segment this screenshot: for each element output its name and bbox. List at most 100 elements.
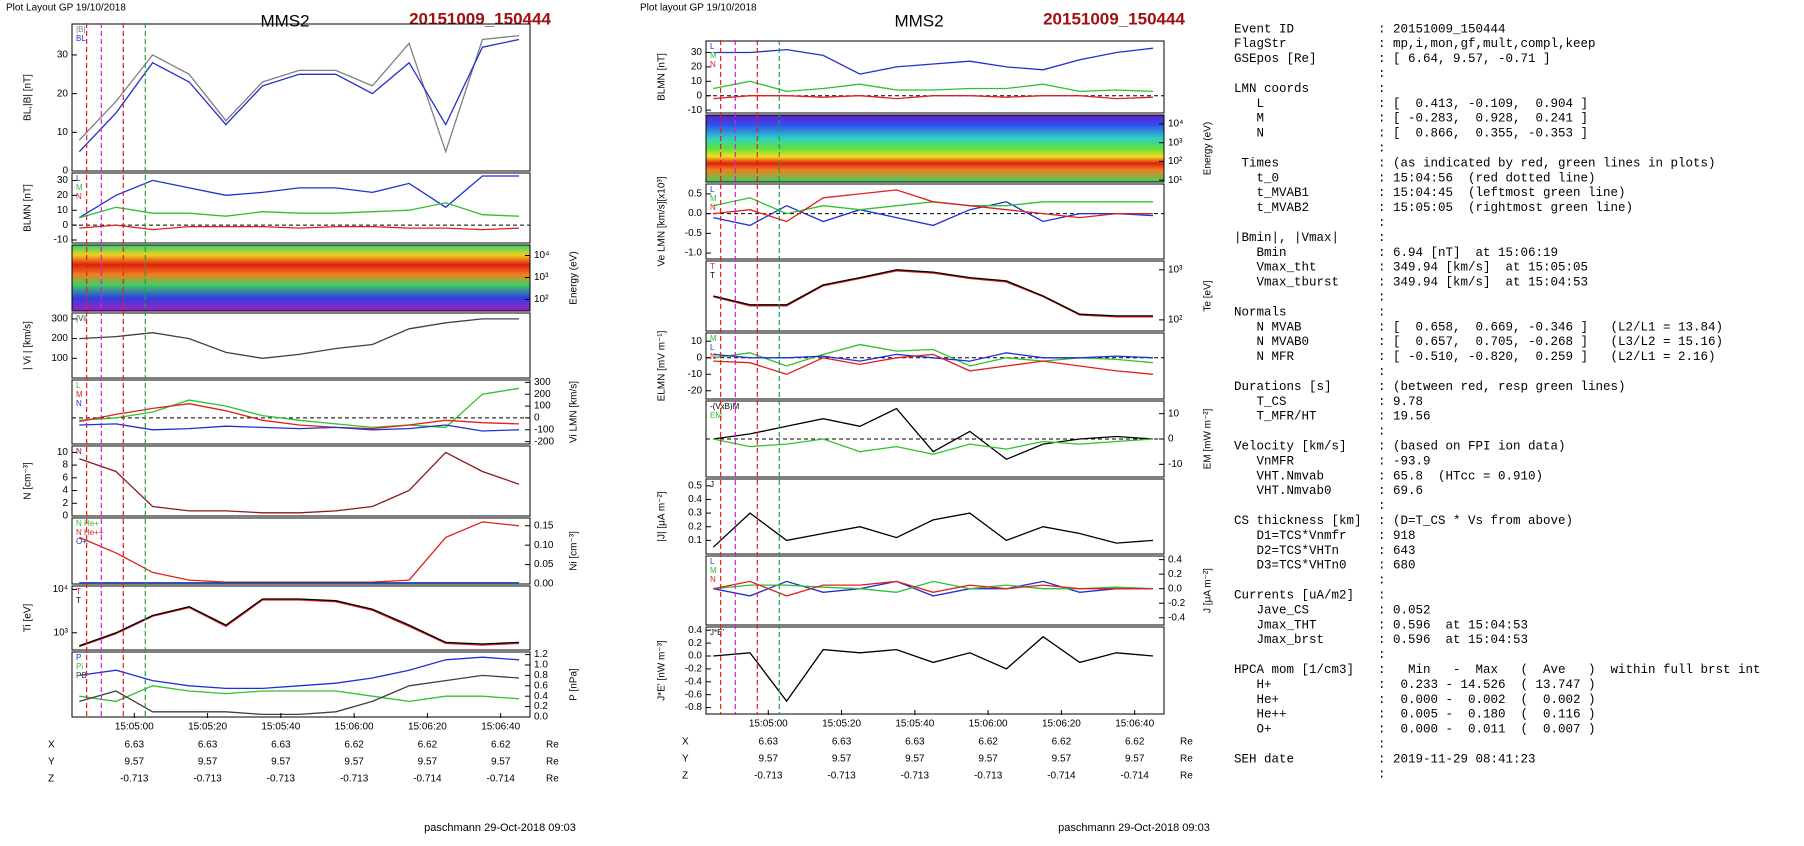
ephem-value: 6.62 [1125, 737, 1145, 748]
panel-frame [705, 260, 1165, 332]
ephem-value: -0.714 [487, 774, 516, 785]
y-tick-label: 10 [1168, 408, 1180, 419]
info-value: : [1378, 82, 1386, 96]
y-tick-label: -0.4 [685, 676, 703, 687]
info-value: : [ 0.413, -0.109, 0.904 ] [1378, 97, 1588, 111]
series-line [713, 580, 1153, 597]
spectrogram [706, 115, 1164, 182]
series-line [713, 189, 1153, 223]
y-tick-label: 0.8 [534, 670, 548, 681]
ephem-label: Z [682, 771, 688, 782]
legend-entry: N [76, 192, 82, 201]
ephem-value: -0.713 [120, 774, 149, 785]
ephem-unit: Re [1180, 771, 1193, 782]
legend-entry: T [76, 596, 81, 605]
legend-entry: L [710, 343, 715, 352]
panel-frame [71, 651, 531, 718]
info-key: O+ [1234, 723, 1272, 737]
info-key: D3=TCS*VHTn0 [1234, 559, 1347, 573]
ephem-value: 6.63 [271, 740, 291, 751]
legend-entry: N [710, 203, 716, 212]
y-axis-label: | Vi | [km/s] [23, 321, 34, 370]
info-value: : [1378, 648, 1386, 662]
info-key: Bmin [1234, 246, 1287, 260]
info-key: FlagStr [1234, 37, 1287, 51]
y-tick-label: 0.05 [534, 559, 554, 570]
ephem-label: X [48, 740, 55, 751]
series-line [713, 635, 1154, 703]
series-line [79, 599, 520, 648]
y-tick-label: 8 [62, 460, 68, 471]
info-value: : 2019-11-29 08:41:23 [1378, 752, 1536, 766]
series-line [79, 387, 520, 429]
info-value: : (between red, resp green lines) [1378, 380, 1626, 394]
info-key: N MVAB0 [1234, 335, 1309, 349]
legend-entry: P [76, 653, 81, 662]
info-value: : [1378, 231, 1386, 245]
series-line [79, 224, 520, 231]
info-value: : 15:04:45 (leftmost green line) [1378, 186, 1626, 200]
y-tick-label: 6 [62, 472, 68, 483]
panel-frame [71, 312, 531, 379]
event-id: 20151009_150444 [1043, 9, 1185, 28]
info-value: : -93.9 [1378, 454, 1431, 468]
y-axis-label: Te [eV] [1203, 280, 1214, 311]
y-tick-label: 10 [57, 127, 69, 138]
ephem-value: -0.713 [193, 774, 222, 785]
panel-frame [71, 445, 531, 517]
y-tick-label: 20 [57, 88, 69, 99]
legend-entry: PB [76, 671, 87, 680]
series-line [713, 270, 1153, 318]
legend-entry: Pi [76, 662, 83, 671]
y-axis-label: Ti [eV] [23, 604, 34, 633]
y-axis-label: Ve LMN [km/s][x10³] [657, 176, 668, 266]
info-value: : 0.005 - 0.180 ( 0.116 ) [1378, 708, 1596, 722]
x-tick-label: 15:05:20 [822, 719, 861, 730]
y-tick-label: 10² [1168, 315, 1183, 326]
plot-footer: paschmann 29-Oct-2018 09:03 [424, 822, 576, 834]
series-line [713, 407, 1154, 461]
y-tick-label: 0.0 [688, 208, 702, 219]
y-tick-label: 10⁴ [534, 250, 549, 261]
y-tick-label: 0.1 [688, 535, 702, 546]
ephem-value: -0.714 [1047, 771, 1076, 782]
y-tick-label: -1.0 [685, 248, 703, 259]
y-axis-label: J*E' [nW m⁻³] [657, 640, 668, 701]
info-key: D2=TCS*VHTn [1234, 544, 1339, 558]
ephem-value: 6.62 [418, 740, 438, 751]
y-tick-label: 200 [51, 333, 68, 344]
info-key: CS thickness [km] [1234, 514, 1362, 528]
y-tick-label: -200 [534, 436, 554, 447]
y-tick-label: 300 [51, 314, 68, 325]
ephem-value: 9.57 [198, 757, 218, 768]
series-line [79, 521, 520, 583]
info-value: : 349.94 [km/s] at 15:05:05 [1378, 261, 1588, 275]
info-key: Vmax_tht [1234, 261, 1317, 275]
legend-entry: EM [710, 411, 722, 420]
x-tick-label: 15:06:20 [408, 722, 447, 733]
y-tick-label: 0.15 [534, 520, 554, 531]
y-tick-label: 0.0 [688, 651, 702, 662]
ephem-unit: Re [546, 774, 559, 785]
y-axis-label: J [μA m⁻²] [1203, 568, 1214, 613]
y-axis-label: N [cm⁻³] [23, 462, 34, 500]
ephem-value: 9.57 [491, 757, 511, 768]
series-line [79, 656, 520, 690]
x-tick-label: 15:06:00 [335, 722, 374, 733]
info-value: : mp,i,mon,gf,mult,compl,keep [1378, 37, 1596, 51]
ephem-value: -0.714 [413, 774, 442, 785]
legend-entry: L [710, 42, 715, 51]
info-value: : 19.56 [1378, 410, 1431, 424]
series-line [79, 451, 520, 514]
y-tick-label: 0 [1168, 434, 1174, 445]
y-tick-label: 10² [534, 294, 549, 305]
legend-entry: N [76, 399, 82, 408]
legend-entry: -(VxB)M [710, 402, 740, 411]
y-tick-label: 20 [691, 62, 703, 73]
ephem-value: 9.57 [905, 754, 925, 765]
info-value: : [1378, 425, 1386, 439]
y-axis-label: P [nPa] [569, 668, 580, 701]
series-line [713, 352, 1154, 362]
y-tick-label: 30 [691, 47, 703, 58]
info-value: : Min - Max ( Ave ) within full brst int [1378, 663, 1761, 677]
